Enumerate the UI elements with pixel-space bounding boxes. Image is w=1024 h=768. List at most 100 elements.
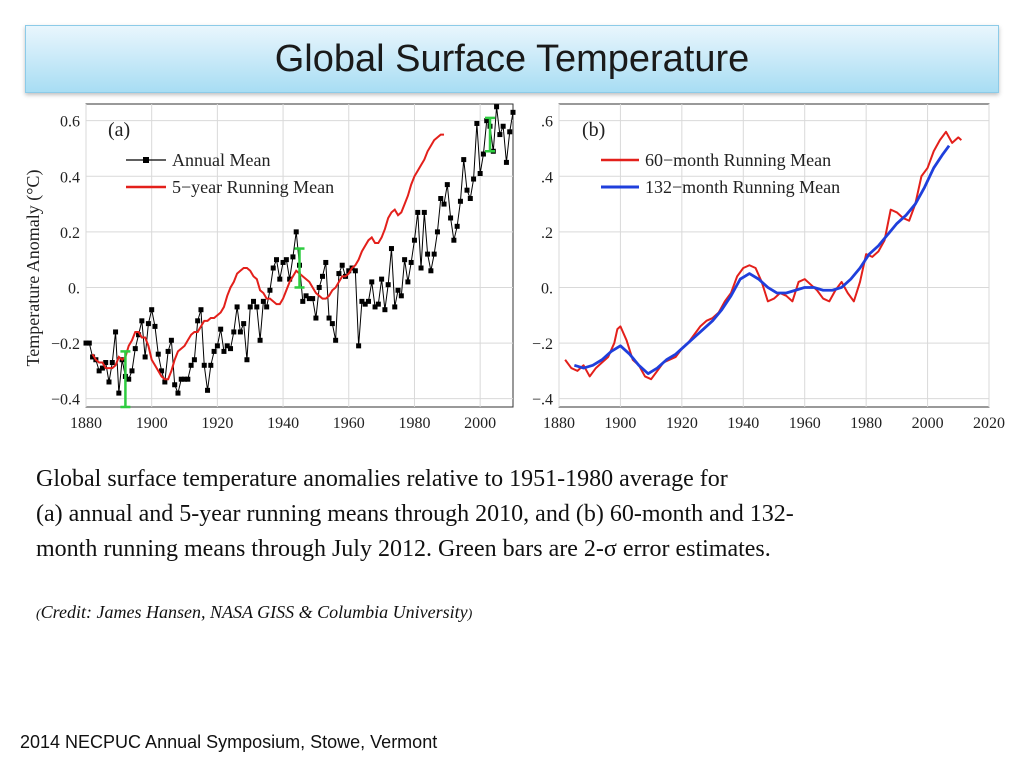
- annual-mean-marker: [352, 268, 358, 274]
- panel-a-running-series: [91, 133, 445, 381]
- annual-mean-marker: [241, 321, 247, 327]
- credit-close-paren: ): [467, 607, 473, 622]
- annual-mean-marker: [162, 379, 168, 385]
- panel-a-x-tick-label: 2000: [464, 415, 496, 432]
- credit-line: (Credit: James Hansen, NASA GISS & Colum…: [36, 602, 472, 623]
- annual-mean-marker: [457, 198, 463, 204]
- figure-caption: Global surface temperature anomalies rel…: [36, 462, 996, 567]
- panel-b-x-tick-label: 1960: [789, 415, 821, 432]
- annual-mean-marker: [96, 368, 102, 374]
- annual-mean-marker: [300, 298, 306, 304]
- panel-a-x-tick-label: 1920: [201, 415, 233, 432]
- panel-b-y-tick-label: −.2: [532, 336, 553, 353]
- annual-mean-marker: [83, 340, 89, 346]
- annual-mean-marker: [444, 182, 450, 188]
- annual-mean-marker: [379, 276, 385, 282]
- annual-mean-marker: [365, 298, 371, 304]
- annual-mean-marker: [195, 318, 201, 324]
- annual-mean-marker: [136, 332, 142, 338]
- panel-a-x-tick-label: 1980: [398, 415, 430, 432]
- annual-mean-marker: [277, 276, 283, 282]
- annual-mean-marker: [425, 251, 431, 257]
- annual-mean-marker: [339, 262, 345, 268]
- annual-mean-marker: [369, 279, 375, 285]
- legend-annual-mean: Annual Mean: [172, 150, 270, 170]
- annual-mean-marker: [454, 223, 460, 229]
- panel-b-x-tick-label: 1920: [666, 415, 698, 432]
- annual-mean-marker: [451, 237, 457, 243]
- panel-b-ticks: 1880 1900 1920 1940 1960 1980 2000 2020 .6 .4 .2 0.…: [532, 114, 1005, 432]
- annual-mean-marker: [290, 254, 296, 260]
- annual-mean-marker: [336, 271, 342, 277]
- annual-mean-marker: [480, 151, 486, 157]
- legend-5-year-running-mean: 5−year Running Mean: [172, 177, 334, 197]
- annual-mean-marker: [500, 123, 506, 129]
- annual-mean-marker: [385, 282, 391, 288]
- one-hundred-thirty-two-month-running-mean-line: [573, 144, 951, 376]
- annual-mean-marker: [326, 315, 332, 321]
- annual-mean-marker: [116, 390, 122, 396]
- annual-mean-marker: [145, 321, 151, 327]
- annual-mean-marker: [172, 382, 178, 388]
- annual-mean-marker: [260, 298, 266, 304]
- annual-mean-marker: [191, 357, 197, 363]
- panel-b-x-tick-label: 1980: [850, 415, 882, 432]
- panel-b-x-tick-label: 1900: [604, 415, 636, 432]
- panel-b-y-tick-label: .4: [541, 169, 553, 186]
- annual-mean-marker: [106, 379, 112, 385]
- annual-mean-marker: [375, 301, 381, 307]
- annual-mean-marker: [287, 276, 293, 282]
- annual-mean-marker: [510, 109, 516, 115]
- panel-b-x-tick-label: 1940: [727, 415, 759, 432]
- annual-mean-marker: [182, 376, 188, 382]
- slide-title: Global Surface Temperature: [274, 38, 750, 80]
- annual-mean-marker: [152, 323, 158, 329]
- annual-mean-marker: [494, 104, 500, 110]
- annual-mean-marker: [398, 293, 404, 299]
- annual-mean-marker: [293, 229, 299, 235]
- annual-mean-marker: [244, 357, 250, 363]
- annual-mean-marker: [434, 229, 440, 235]
- annual-mean-marker: [438, 196, 444, 202]
- annual-mean-marker: [418, 265, 424, 271]
- panel-a-legend: Annual Mean 5−year Running Mean: [126, 150, 334, 197]
- annual-mean-marker: [329, 321, 335, 327]
- annual-mean-marker: [251, 298, 257, 304]
- annual-mean-marker: [267, 287, 273, 293]
- annual-mean-marker: [474, 120, 480, 126]
- annual-mean-marker: [228, 346, 234, 352]
- annual-mean-marker: [132, 346, 138, 352]
- annual-mean-marker: [507, 129, 513, 135]
- annual-mean-marker: [421, 209, 427, 215]
- annual-mean-marker: [264, 304, 270, 310]
- annual-mean-marker: [221, 348, 227, 354]
- panel-a-error-bars: [120, 116, 496, 409]
- caption-line-1: Global surface temperature anomalies rel…: [36, 466, 728, 492]
- error-bar: [294, 247, 305, 289]
- annual-mean-marker: [441, 201, 447, 207]
- annual-mean-marker: [316, 284, 322, 290]
- panel-b-label: (b): [582, 119, 605, 141]
- annual-mean-marker: [323, 259, 329, 265]
- panel-a-y-tick-label: 0.4: [60, 169, 80, 186]
- annual-mean-marker: [155, 351, 161, 357]
- panel-b-x-tick-label: 2020: [973, 415, 1005, 432]
- annual-mean-marker: [372, 304, 378, 310]
- annual-mean-marker: [408, 259, 414, 265]
- annual-mean-marker: [431, 251, 437, 257]
- annual-mean-marker: [257, 337, 263, 343]
- annual-mean-marker: [313, 315, 319, 321]
- annual-mean-marker: [382, 307, 388, 313]
- annual-mean-marker: [270, 265, 276, 271]
- annual-mean-marker: [175, 390, 181, 396]
- annual-mean-marker: [428, 268, 434, 274]
- annual-mean-marker: [168, 337, 174, 343]
- annual-mean-marker: [90, 354, 96, 360]
- chart-panel-a: 1880 1900 1920 1940 1960 1980 2000 0.6 0.4 0.2 0. −…: [23, 103, 516, 432]
- annual-mean-marker: [411, 237, 417, 243]
- panel-b-grid: [558, 104, 990, 407]
- annual-mean-marker: [205, 387, 211, 393]
- annual-mean-marker: [333, 337, 339, 343]
- annual-mean-marker: [218, 326, 224, 332]
- annual-mean-marker: [109, 360, 115, 366]
